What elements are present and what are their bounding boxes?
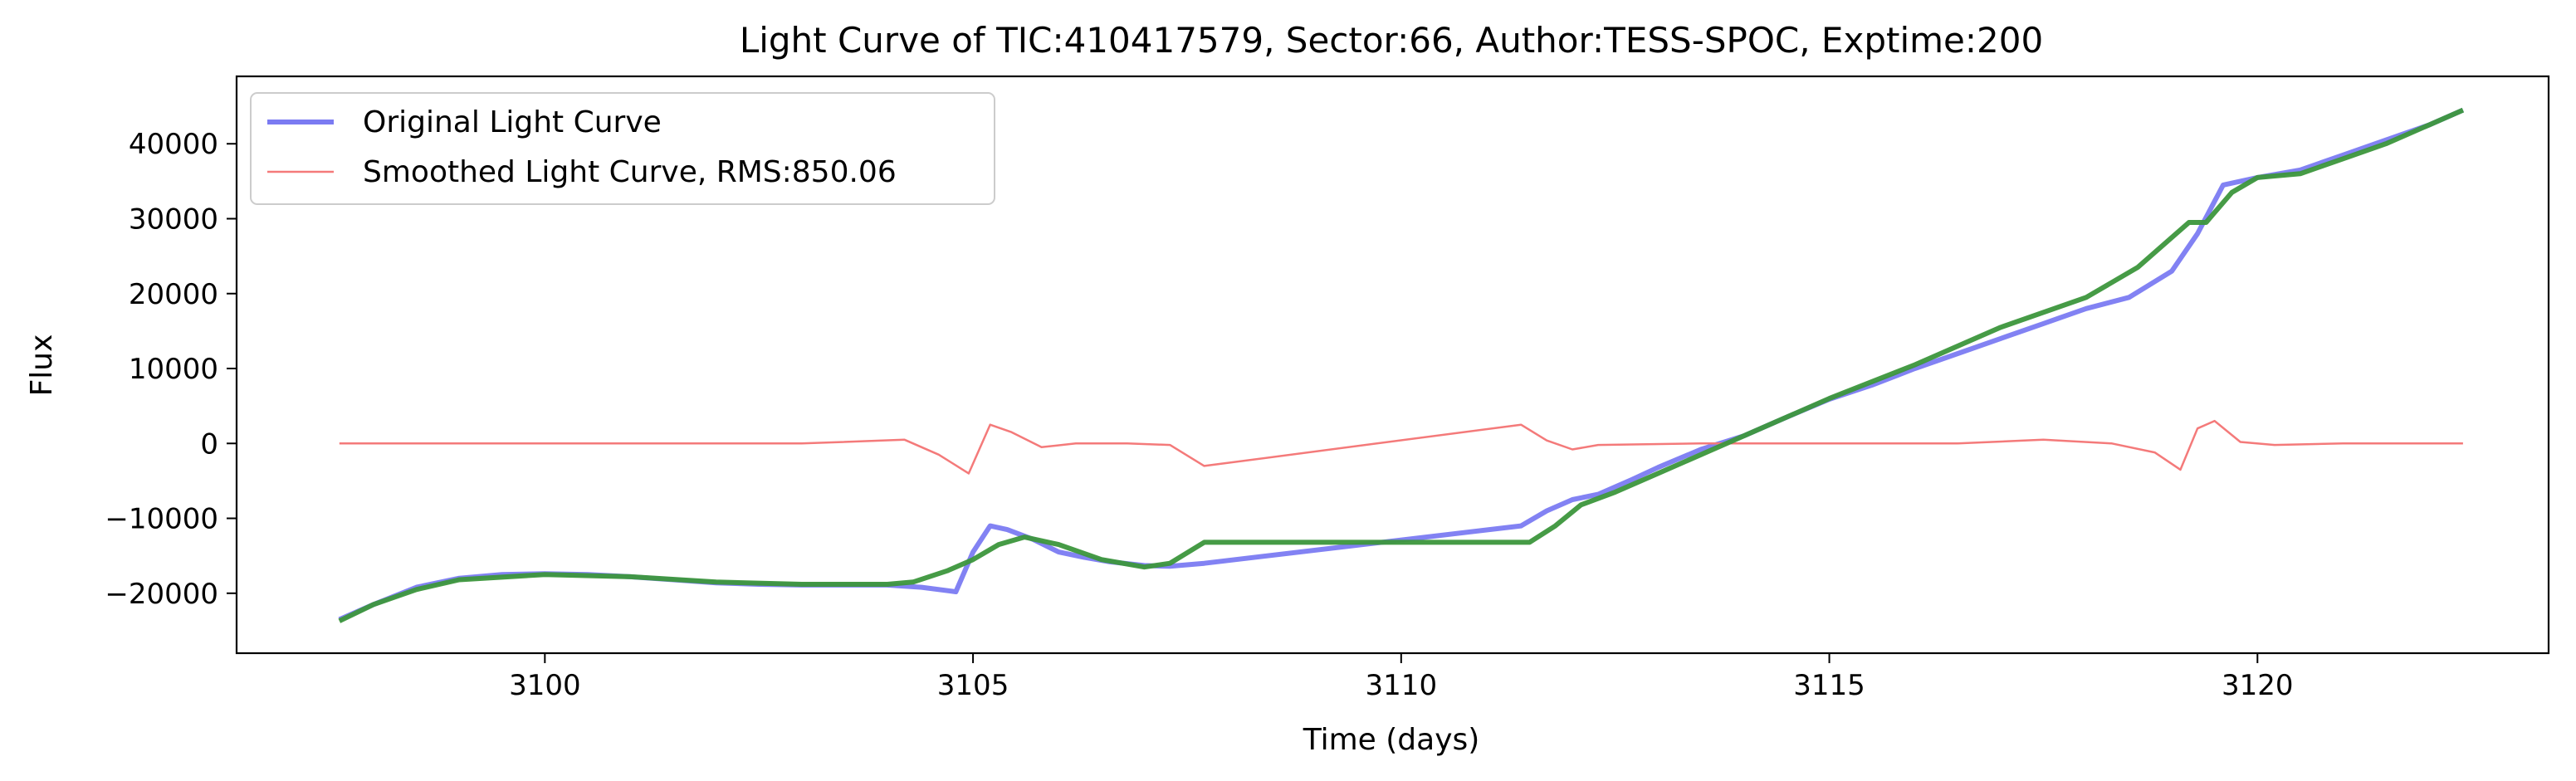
x-tick-label: 3105 — [937, 669, 1009, 702]
plot-frame — [235, 75, 2550, 655]
y-tick-label: 40000 — [129, 128, 218, 161]
y-tick-label: 0 — [200, 427, 218, 461]
y-tick-label: −20000 — [105, 578, 218, 611]
x-tick-label: 3120 — [2222, 669, 2294, 702]
y-tick-label: −10000 — [105, 503, 218, 536]
legend: Original Light Curve Smoothed Light Curv… — [250, 92, 995, 205]
series-line-trend-fit — [338, 107, 2465, 623]
plot-series — [338, 107, 2465, 623]
x-tick-label: 3110 — [1366, 669, 1438, 702]
y-axis-label: Flux — [25, 334, 59, 397]
x-axis-ticks: 3100 3105 3110 3115 3120 — [509, 653, 2294, 702]
chart-title: Light Curve of TIC:410417579, Sector:66,… — [740, 20, 2043, 61]
series-line-smoothed-light-curve — [339, 419, 2463, 475]
y-tick-label: 10000 — [129, 353, 218, 386]
legend-frame — [250, 92, 995, 205]
x-tick-label: 3100 — [509, 669, 581, 702]
x-axis-label: Time (days) — [1303, 723, 1480, 757]
y-tick-label: 20000 — [129, 278, 218, 311]
y-tick-label: 30000 — [129, 203, 218, 236]
legend-label-original: Original Light Curve — [363, 105, 662, 139]
legend-label-smoothed: Smoothed Light Curve, RMS:850.06 — [363, 155, 897, 189]
x-tick-label: 3115 — [1793, 669, 1865, 702]
y-axis-ticks: −20000 −10000 0 10000 20000 30000 40000 — [105, 128, 237, 611]
